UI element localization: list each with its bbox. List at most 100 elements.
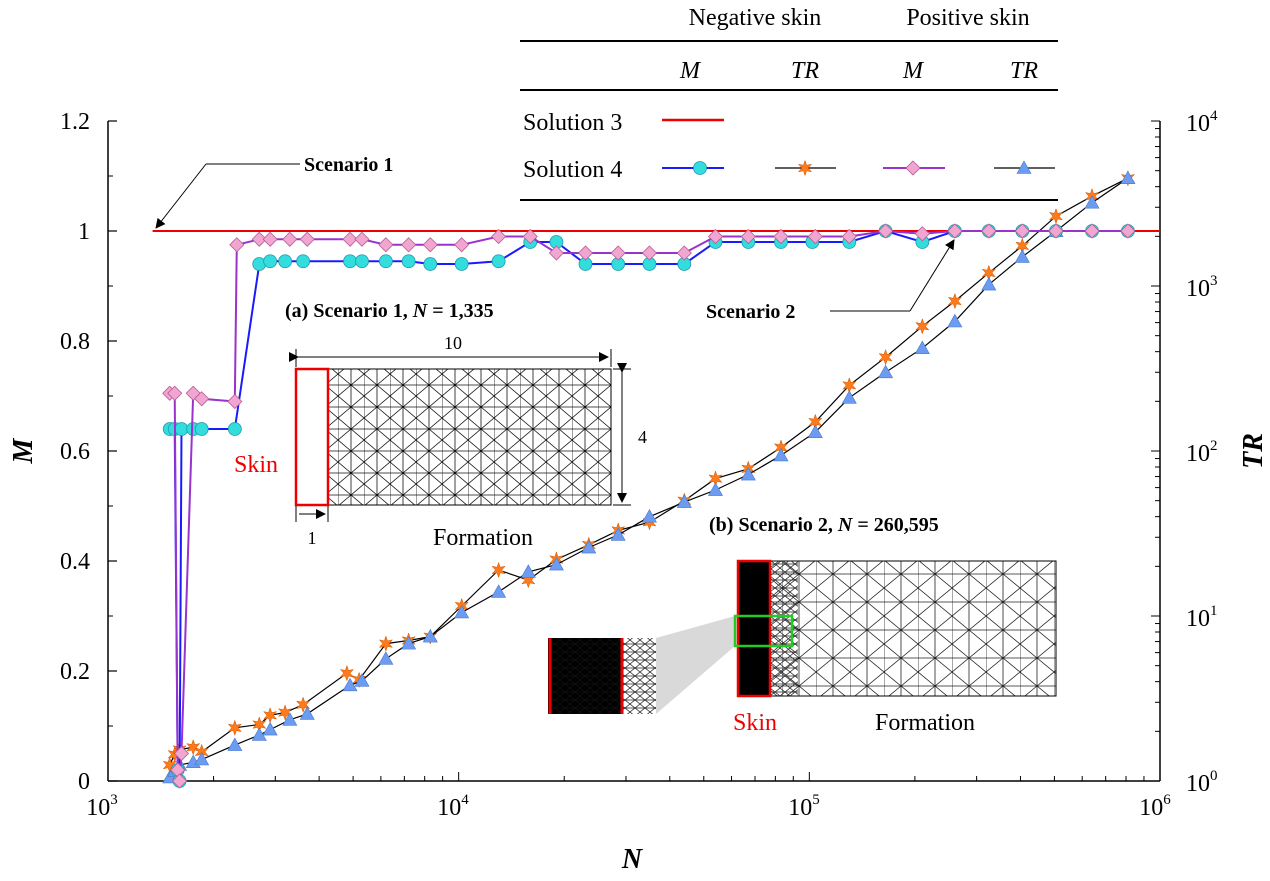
left-tick-label: 0 xyxy=(78,769,90,795)
data-point xyxy=(282,712,298,726)
data-point xyxy=(773,228,789,245)
right-tick-label: 101 xyxy=(1186,603,1218,632)
data-point xyxy=(354,673,370,687)
legend-marker xyxy=(797,159,813,177)
data-point xyxy=(676,245,692,261)
left-tick-labels: 0 0.2 0.4 0.6 0.8 1 1.2 xyxy=(60,109,90,795)
scenario1-label: Scenario 1 xyxy=(304,154,393,176)
data-point xyxy=(740,466,756,481)
data-point xyxy=(1014,249,1030,263)
data-point xyxy=(914,340,930,354)
data-point xyxy=(299,231,315,247)
data-point xyxy=(194,391,210,407)
data-point xyxy=(610,527,626,541)
x-tick-label: 105 xyxy=(788,792,820,821)
data-point xyxy=(194,422,209,436)
data-point xyxy=(342,677,358,692)
right-tick-label: 103 xyxy=(1186,273,1218,302)
inset-a-skin-label: Skin xyxy=(234,452,278,478)
data-point xyxy=(263,254,278,269)
data-point xyxy=(251,231,267,247)
data-point xyxy=(947,223,963,239)
inset-b-zoom-coarse-mesh xyxy=(622,638,656,714)
data-point xyxy=(262,721,278,736)
inset-a-formation-label: Formation xyxy=(433,525,533,551)
data-point xyxy=(740,228,756,245)
left-tick-label: 0.4 xyxy=(60,549,90,575)
data-point xyxy=(807,424,823,438)
inset-a-skin-box xyxy=(294,367,330,507)
left-tick-label: 1.2 xyxy=(60,109,90,135)
data-point xyxy=(981,276,997,291)
data-point xyxy=(194,751,210,766)
data-point xyxy=(262,231,278,247)
legend-marker xyxy=(905,160,921,176)
data-point xyxy=(676,494,692,508)
data-point xyxy=(251,727,267,741)
data-point xyxy=(401,636,417,650)
data-point xyxy=(807,228,823,245)
data-point xyxy=(422,237,438,253)
data-point xyxy=(167,385,183,401)
legend-header-positive: Positive skin xyxy=(906,5,1029,31)
data-point xyxy=(401,237,417,253)
data-point xyxy=(227,393,243,410)
data-point xyxy=(548,245,564,261)
scenario2-arrow xyxy=(909,239,955,312)
data-point xyxy=(520,564,536,578)
series-line xyxy=(169,177,1129,766)
data-point xyxy=(878,223,894,239)
right-tick-label: 104 xyxy=(1186,108,1218,137)
legend-marker xyxy=(1016,160,1032,174)
data-point xyxy=(299,706,315,720)
inset-b-zoom-cone xyxy=(656,616,735,714)
inset-b-skin-label: Skin xyxy=(733,710,777,736)
left-tick-label: 0.8 xyxy=(60,329,90,355)
data-point xyxy=(947,292,962,310)
data-point xyxy=(263,707,278,724)
data-point xyxy=(1084,223,1100,239)
data-point xyxy=(491,254,506,269)
legend-marker xyxy=(693,161,707,175)
data-point xyxy=(707,482,724,496)
inset-b-formation-label: Formation xyxy=(875,710,975,736)
data-point xyxy=(641,509,657,523)
data-point xyxy=(401,254,416,269)
data-point xyxy=(343,254,357,269)
scenario2-label: Scenario 2 xyxy=(706,301,795,323)
data-point xyxy=(1048,223,1064,239)
x-tick-label: 103 xyxy=(86,792,118,821)
data-point xyxy=(278,254,293,269)
legend-col-tr2: TR xyxy=(1010,58,1038,84)
data-point xyxy=(295,696,311,713)
data-point xyxy=(577,245,594,261)
right-tick-label: 100 xyxy=(1186,768,1218,797)
data-point xyxy=(454,257,469,271)
data-point xyxy=(491,561,506,579)
data-point xyxy=(277,704,293,721)
scenario2-annotation: Scenario 2 xyxy=(706,239,955,323)
data-point xyxy=(773,447,789,462)
data-point xyxy=(491,228,507,245)
inset-a: (a) Scenario 1, N = 1,335 10 4 1 Skin Fo… xyxy=(234,300,647,551)
left-tick-label: 1 xyxy=(78,219,90,245)
x-tick-labels: 103 104 105 106 xyxy=(86,792,1171,821)
data-point xyxy=(339,664,355,682)
data-point xyxy=(173,745,190,762)
inset-a-title: (a) Scenario 1, N = 1,335 xyxy=(285,300,494,322)
data-point xyxy=(172,773,188,789)
x-axis-title: N xyxy=(621,844,644,875)
left-tick-label: 0.6 xyxy=(60,439,90,465)
data-point xyxy=(355,254,369,269)
data-point xyxy=(1048,207,1064,225)
data-point xyxy=(522,228,538,245)
inset-a-skin-dim-label: 1 xyxy=(308,528,317,548)
data-point xyxy=(423,257,438,271)
legend: Negative skin Positive skin M TR M TR So… xyxy=(520,5,1058,201)
left-axis-title: M xyxy=(8,437,39,464)
right-tick-label: 102 xyxy=(1186,438,1218,467)
tick-marks xyxy=(107,120,1161,782)
inset-b-zoom-fine xyxy=(550,638,622,714)
data-point xyxy=(174,422,189,436)
inset-b: (b) Scenario 2, N = 260,595 Skin Formati… xyxy=(548,514,1057,736)
